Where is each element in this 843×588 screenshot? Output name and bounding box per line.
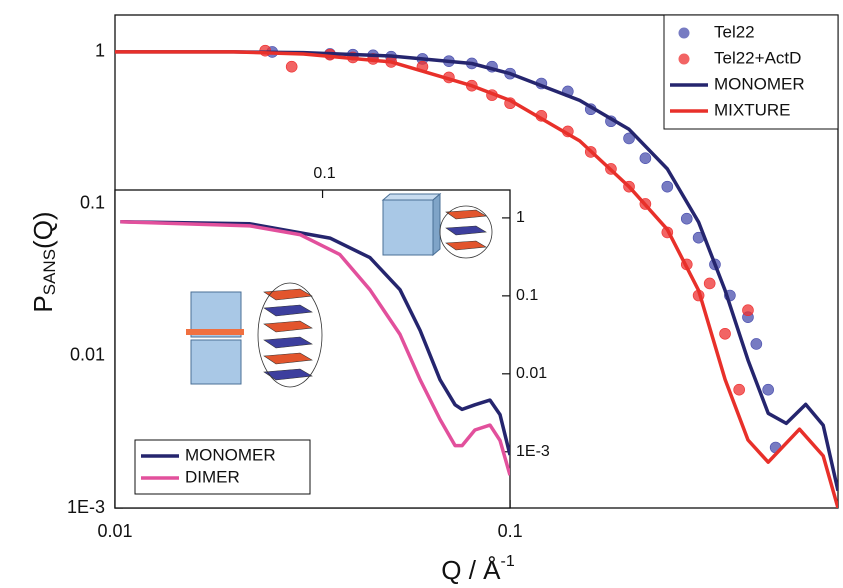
data-point: [639, 152, 652, 165]
x-tick-label: 0.01: [97, 521, 132, 541]
ligand-layer: [186, 329, 244, 335]
y-tick-label: 0.1: [80, 193, 105, 213]
data-point: [285, 60, 298, 73]
legend-label: MONOMER: [714, 74, 805, 93]
cube-top: [381, 193, 442, 201]
data-point: [733, 383, 745, 396]
y-label-end: (Q): [28, 211, 58, 249]
cube-icon: [190, 339, 242, 385]
legend-label: Tel22: [714, 22, 755, 41]
cube-side: [432, 192, 441, 257]
legend-marker: [678, 27, 690, 39]
data-line: [120, 220, 510, 476]
plot-area: [120, 220, 510, 476]
y-tick-label: 1: [95, 41, 105, 61]
legend-box: [134, 439, 311, 495]
quadruplex-small: [439, 205, 493, 259]
y-tick-label: 1: [516, 209, 525, 226]
cube-icon: [382, 199, 434, 256]
x-tick-label: 0.1: [498, 521, 523, 541]
plot-frame: [114, 189, 511, 509]
y-label-main: P: [28, 295, 58, 312]
x-axis-label: Q / Å-1: [441, 553, 515, 585]
legend-marker: [678, 53, 690, 65]
y-label-sub: SANS: [40, 249, 59, 295]
data-point: [703, 277, 716, 290]
legend-label: MONOMER: [185, 445, 276, 464]
data-point: [661, 180, 674, 193]
plot-area: [115, 44, 838, 508]
y-tick-label: 1E-3: [516, 443, 550, 460]
data-point: [742, 304, 754, 317]
x-tick-label: 0.1: [313, 165, 335, 182]
data-point: [680, 212, 693, 225]
y-tick-label: 0.1: [516, 287, 538, 304]
illustrations: [186, 192, 493, 388]
data-point: [623, 132, 635, 145]
y-tick-label: 1E-3: [67, 497, 105, 517]
legend-label: MIXTURE: [714, 100, 791, 119]
data-point: [750, 338, 763, 350]
legend-label: Tel22+ActD: [714, 48, 801, 67]
x-label-main: Q / Å: [441, 555, 501, 585]
data-line: [120, 220, 510, 456]
data-point: [719, 327, 731, 340]
quadruplex-large: [257, 282, 323, 388]
data-point: [762, 383, 774, 396]
data-line: [115, 50, 838, 508]
y-tick-label: 0.01: [516, 365, 547, 382]
data-line: [115, 50, 838, 492]
legend-label: DIMER: [185, 467, 240, 486]
y-tick-label: 0.01: [70, 345, 105, 365]
x-label-sup: -1: [501, 553, 515, 570]
y-axis-label: PSANS(Q): [28, 211, 60, 312]
